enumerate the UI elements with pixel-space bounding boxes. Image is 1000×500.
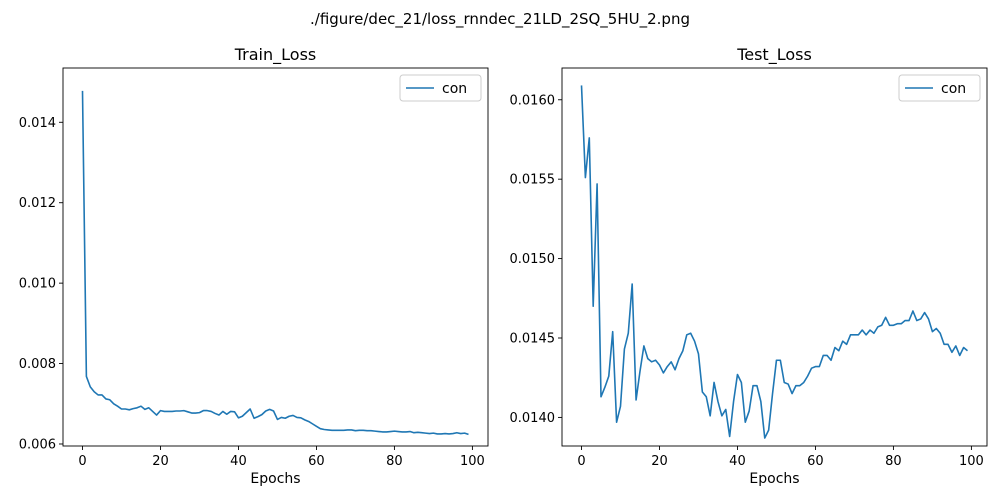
test-loss-title: Test_Loss xyxy=(736,45,812,65)
test-loss-y-tick-label: 0.0155 xyxy=(510,173,556,188)
train-loss-y-tick-label: 0.014 xyxy=(19,116,56,131)
test-loss-legend-box xyxy=(898,74,981,102)
test-loss-x-tick-label: 80 xyxy=(885,454,902,469)
train-loss-y-tick-label: 0.006 xyxy=(19,437,56,452)
test-loss-x-tick-label: 100 xyxy=(959,454,984,469)
train-loss-x-tick-label: 80 xyxy=(386,454,403,469)
test-loss-y-tick-label: 0.0150 xyxy=(510,252,556,267)
train-loss-x-axis-label: Epochs xyxy=(250,471,300,487)
train-loss-x-tick-label: 100 xyxy=(460,454,485,469)
train-loss-title: Train_Loss xyxy=(234,45,316,65)
test-loss-x-tick-label: 20 xyxy=(651,454,668,469)
test-loss-series-line-con xyxy=(580,85,969,439)
test-loss-x-tick-label: 0 xyxy=(577,454,585,469)
test-loss-x-tick-label: 40 xyxy=(729,454,746,469)
figure-title: ./figure/dec_21/loss_rnndec_21LD_2SQ_5HU… xyxy=(310,10,690,29)
train-loss-axes: 0 20 40 60 80 100 0.006 0.008 0.010 0.012 0.014 Tra… xyxy=(19,45,489,487)
test-loss-y-tick-label: 0.0140 xyxy=(510,411,556,426)
test-loss-x-axis-label: Epochs xyxy=(749,471,799,487)
train-loss-x-tick-label: 60 xyxy=(308,454,325,469)
train-loss-x-tick-label: 20 xyxy=(152,454,169,469)
train-loss-y-tick-label: 0.008 xyxy=(19,357,56,372)
train-loss-y-tick-label: 0.010 xyxy=(19,277,56,292)
test-loss-x-tick-label: 60 xyxy=(807,454,824,469)
train-loss-x-tick-label: 0 xyxy=(78,454,86,469)
train-loss-legend-label: con xyxy=(442,81,467,97)
test-loss-y-tick-label: 0.0145 xyxy=(510,332,556,347)
train-loss-plot-frame xyxy=(62,67,489,447)
test-loss-y-tick-label: 0.0160 xyxy=(510,93,556,108)
test-loss-plot-frame xyxy=(561,67,988,447)
test-loss-axes: 0 20 40 60 80 100 0.0140 0.0145 0.0150 0.0155 0.01… xyxy=(510,45,988,487)
test-loss-legend-label: con xyxy=(941,81,966,97)
train-loss-legend-box xyxy=(399,74,482,102)
train-loss-y-tick-label: 0.012 xyxy=(19,196,56,211)
train-loss-series-line-con xyxy=(81,90,469,436)
train-loss-x-tick-label: 40 xyxy=(230,454,247,469)
